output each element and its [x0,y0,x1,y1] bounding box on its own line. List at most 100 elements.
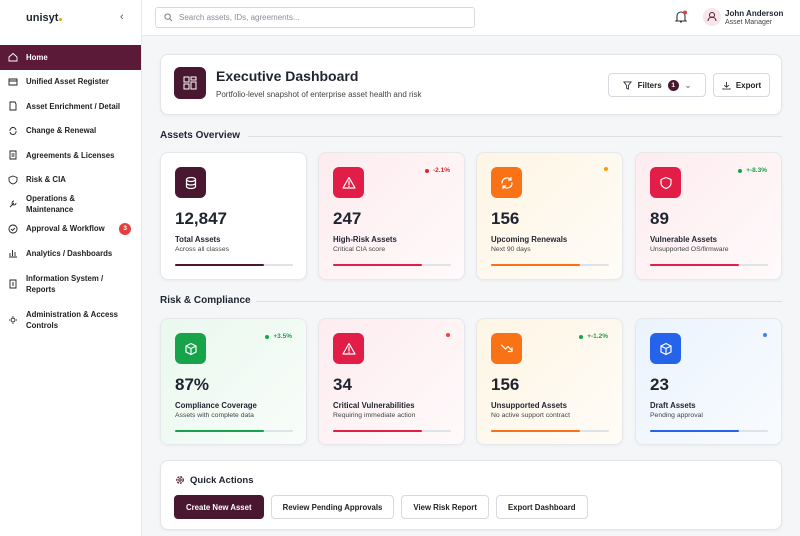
nav-item[interactable]: Change & Renewal [0,119,141,144]
kpi-glyph [341,342,356,355]
kpi-trend: -2.1% [425,167,450,174]
kpi-icon [175,167,206,198]
nav-icon [9,150,17,160]
action-button[interactable]: Review Pending Approvals [270,495,395,519]
nav-icon [9,200,17,208]
nav-label: Agreements & Licenses [26,150,115,160]
nav-label: Operations & Maintenance [26,194,75,215]
filters-label: Filters [637,80,662,90]
kpi-card: 23 Draft Assets Pending approval [635,318,782,445]
kpi-value: 87% [175,375,210,394]
section-divider [248,136,782,137]
kpi-glyph [341,176,356,189]
export-icon [722,81,731,90]
search-icon [164,13,173,22]
nav-item[interactable]: Analytics / Dashboards [0,241,141,266]
nav-item[interactable]: Administration & Access Controls [0,302,141,338]
kpi-label: Vulnerable Assets [650,235,718,244]
trend-value: +-8.3% [746,167,767,174]
nav-icon [8,53,18,62]
user-role: Asset Manager [725,19,773,26]
kpi-trend: +3.5% [265,333,292,340]
nav-label: Approval & Workflow [26,224,105,234]
page-subtitle: Portfolio-level snapshot of enterprise a… [216,90,422,99]
kpi-icon [491,333,522,364]
action-button[interactable]: Export Dashboard [495,495,588,519]
section-title: Risk & Compliance [160,295,251,306]
nav-icon [9,315,17,324]
nav-item[interactable]: Home [0,45,141,70]
progress-fill [650,264,739,266]
quick-actions-title: Quick Actions [190,475,254,486]
progress-track [491,430,609,432]
nav-icon [9,250,17,258]
nav-badge: 3 [119,222,131,235]
avatar-icon [707,12,717,22]
kpi-sub: Requiring immediate action [333,412,416,419]
notification-bell[interactable] [674,10,688,24]
trend-value: +-1.2% [587,333,608,340]
kpi-card: -2.1% 247 High-Risk Assets Critical CIA sco… [318,152,465,280]
nav-label: Risk & CIA [26,175,66,185]
export-button[interactable]: Export [713,73,770,97]
kpi-value: 12,847 [175,209,227,228]
progress-track [650,430,768,432]
filters-button[interactable]: Filters 1 ⌄ [608,73,706,97]
brand: unisyt [26,12,62,24]
nav-icon [8,224,18,234]
progress-fill [333,264,422,266]
kpi-card: +3.5% 87% Compliance Coverage Assets with c… [160,318,307,445]
search-box[interactable]: Search assets, IDs, agreements... [155,7,475,28]
quick-actions-buttons: Create New Asset Review Pending Approvals… [174,495,588,519]
trend-dot [738,168,743,173]
progress-fill [175,430,264,432]
nav-item[interactable]: Unified Asset Register [0,70,141,95]
kpi-glyph [500,176,513,189]
kpi-glyph [184,342,197,355]
kpi-label: High-Risk Assets [333,235,397,244]
topbar: Search assets, IDs, agreements... John A… [142,0,800,36]
header-card: Executive Dashboard Portfolio-level snap… [160,54,782,115]
kpi-card: 12,847 Total Assets Across all classes [160,152,307,280]
kpi-value: 156 [491,209,520,228]
kpi-value: 23 [650,375,669,394]
kpi-sub: Next 90 days [491,246,531,253]
nav-label: Asset Enrichment / Detail [26,101,121,111]
kpi-card: +-8.3% 89 Vulnerable Assets Unsupported OS/… [635,152,782,280]
nav-item[interactable]: Information System / Reports [0,266,141,302]
nav-item[interactable]: Asset Enrichment / Detail [0,94,141,119]
nav-label: Unified Asset Register [26,77,109,87]
user-name: John Anderson [725,9,784,18]
nav-icon [9,126,17,135]
kpi-card: 34 Critical Vulnerabilities Requiring imme… [318,318,465,445]
collapse-button[interactable]: ‹ [120,11,124,23]
header-icon [174,67,206,99]
kpi-glyph [659,176,672,189]
nav-item[interactable]: Risk & CIA [0,168,141,193]
nav-label: Administration & Access Controls [26,309,118,330]
nav-item[interactable]: Approval & Workflow 3 [0,217,141,242]
trend-dot [763,333,767,337]
trend-value: -2.1% [433,167,450,174]
progress-track [333,264,451,266]
kpi-label: Total Assets [175,235,221,244]
kpi-label: Upcoming Renewals [491,235,568,244]
progress-fill [491,430,580,432]
quick-actions: Quick Actions Create New Asset Review Pen… [160,460,782,530]
nav-item[interactable]: Operations & Maintenance [0,192,141,217]
trend-value: +3.5% [273,333,292,340]
kpi-glyph [659,342,672,355]
avatar[interactable] [703,8,721,26]
action-button[interactable]: Create New Asset [174,495,264,519]
kpi-label: Critical Vulnerabilities [333,401,415,410]
kpi-icon [650,333,681,364]
kpi-value: 247 [333,209,362,228]
kpi-icon [333,333,364,364]
kpi-value: 34 [333,375,352,394]
export-label: Export [735,80,762,90]
kpi-trend [604,167,608,171]
action-button[interactable]: View Risk Report [401,495,489,519]
nav-item[interactable]: Agreements & Licenses [0,143,141,168]
progress-fill [650,430,739,432]
